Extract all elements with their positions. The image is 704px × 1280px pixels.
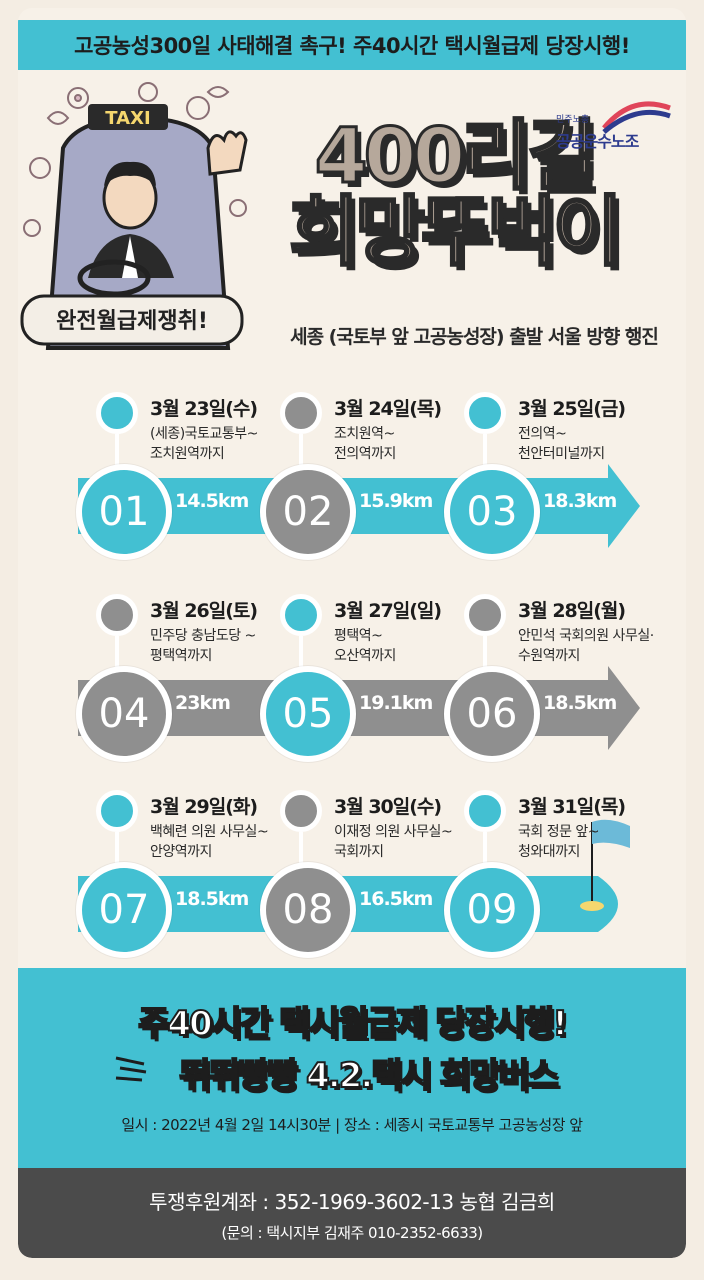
- stop-date: 3월 26일(토): [150, 600, 258, 622]
- stop-number: 08: [260, 862, 356, 958]
- stop-route-line2: 청와대까지: [518, 844, 580, 860]
- stop-route-line1: 안민석 국회의원 사무실·: [518, 628, 654, 644]
- location-pin-icon: [464, 392, 506, 434]
- stop-route-line1: 조치원역~: [334, 426, 395, 442]
- stop-distance: 16.5km: [359, 888, 433, 910]
- stop-distance: 19.1km: [359, 692, 433, 714]
- stop-route-line2: 천안터미널까지: [518, 446, 605, 462]
- stop-route: 이재정 의원 사무실~ 국회까지: [334, 822, 453, 862]
- donation-account: 투쟁후원계좌 : 352-1969-3602-13 농협 김금희: [149, 1190, 555, 1214]
- sign-board-text: 완전월급제쟁취!: [56, 309, 208, 334]
- stop-route-line1: 민주당 충남도당 ~: [150, 628, 256, 644]
- hero-title: 400리길 희망뚜벅이: [234, 111, 674, 276]
- hero-subtitle: 세종 (국토부 앞 고공농성장) 출발 서울 방향 행진: [290, 326, 659, 348]
- stop-date: 3월 23일(수): [150, 398, 258, 420]
- stop-route: 민주당 충남도당 ~ 평택역까지: [150, 626, 256, 666]
- contact-info: (문의 : 택시지부 김재주 010-2352-6633): [221, 1224, 483, 1242]
- route-stop: 3월 29일(화) 백혜련 의원 사무실~ 안양역까지 07 18.5km: [38, 784, 269, 974]
- stop-distance: 23km: [175, 692, 231, 714]
- stop-route-line1: 전의역~: [518, 426, 567, 442]
- stop-distance: 18.5km: [543, 692, 617, 714]
- stop-distance: 15.9km: [359, 490, 433, 512]
- location-pin-icon: [464, 790, 506, 832]
- logo-wave-icon: [602, 101, 671, 134]
- stop-distance: 18.5km: [175, 888, 249, 910]
- stop-number: 01: [76, 464, 172, 560]
- stop-route-line1: 백혜련 의원 사무실~: [150, 824, 269, 840]
- stop-route-line2: 국회까지: [334, 844, 384, 860]
- hero-title-line2: 희망뚜벅이: [288, 187, 625, 276]
- stop-number: 02: [260, 464, 356, 560]
- hero-section: TAXI 완전월급제쟁취! 400리길 희망뚜벅이 민주노총 공공운수노조: [18, 78, 686, 378]
- stop-route-line2: 전의역까지: [334, 446, 396, 462]
- goal-flag-icon: [592, 819, 630, 848]
- stop-route: 평택역~ 오산역까지: [334, 626, 396, 666]
- route-stop: 3월 27일(일) 평택역~ 오산역까지 05 19.1km: [222, 588, 442, 778]
- stop-route-line1: 이재정 의원 사무실~: [334, 824, 453, 840]
- poster: 고공농성300일 사태해결 촉구! 주40시간 택시월급제 당장시행! TAXI: [18, 8, 686, 1258]
- stop-distance: 14.5km: [175, 490, 249, 512]
- taxi-sign-text: TAXI: [105, 108, 150, 129]
- stop-route-line2: 오산역까지: [334, 648, 396, 664]
- stop-number: 05: [260, 666, 356, 762]
- stop-number: 09: [444, 862, 540, 958]
- stop-route: 조치원역~ 전의역까지: [334, 424, 396, 464]
- route-row-3: 3월 29일(화) 백혜련 의원 사무실~ 안양역까지 07 18.5km 3월 30일(…: [18, 784, 686, 974]
- route-row-2: 3월 26일(토) 민주당 충남도당 ~ 평택역까지 04 23km 3월 27일(일) 평…: [18, 588, 686, 778]
- stop-date: 3월 27일(일): [334, 600, 442, 622]
- speed-lines-icon: [115, 1056, 147, 1082]
- stop-number: 04: [76, 666, 172, 762]
- stop-route: 백혜련 의원 사무실~ 안양역까지: [150, 822, 269, 862]
- route-stop: 3월 31일(목) 국회 정문 앞~ 청와대까지 09: [406, 784, 626, 974]
- stop-number: 03: [444, 464, 540, 560]
- location-pin-icon: [280, 392, 322, 434]
- location-pin-icon: [280, 790, 322, 832]
- stop-date: 3월 29일(화): [150, 796, 258, 818]
- route-stop: 3월 24일(목) 조치원역~ 전의역까지 02 15.9km: [222, 386, 442, 576]
- stop-route: (세종)국토교통부~ 조치원역까지: [150, 424, 258, 464]
- promo-headline: 주40시간 택시월급제 당장시행!: [137, 1003, 569, 1045]
- route-stop: 3월 28일(월) 안민석 국회의원 사무실· 수원역까지 06 18.5km: [406, 588, 654, 778]
- promo-subheadline: 뛰뛰빵빵 4.2.택시 희망버스: [178, 1055, 560, 1097]
- location-pin-icon: [96, 790, 138, 832]
- stop-route-line2: 조치원역까지: [150, 446, 225, 462]
- footer: 투쟁후원계좌 : 352-1969-3602-13 농협 김금희 (문의 : 택…: [18, 1168, 686, 1258]
- stop-route-line1: (세종)국토교통부~: [150, 426, 258, 442]
- route-stop: 3월 25일(금) 전의역~ 천안터미널까지 03 18.3km: [406, 386, 626, 576]
- stop-distance: 18.3km: [543, 490, 617, 512]
- stop-route: 국회 정문 앞~ 청와대까지: [518, 822, 600, 862]
- stop-route-line2: 안양역까지: [150, 844, 212, 860]
- location-pin-icon: [280, 594, 322, 636]
- stop-number: 07: [76, 862, 172, 958]
- route-row-1: 3월 23일(수) (세종)국토교통부~ 조치원역까지 01 14.5km 3월 24일(…: [18, 386, 686, 576]
- route-stop: 3월 30일(수) 이재정 의원 사무실~ 국회까지 08 16.5km: [222, 784, 453, 974]
- stop-route-line2: 평택역까지: [150, 648, 212, 664]
- promo-section: 주40시간 택시월급제 당장시행! 뛰뛰빵빵 4.2.택시 희망버스 일시 : …: [18, 968, 686, 1168]
- logo-small-text: 민주노총: [556, 115, 590, 125]
- location-pin-icon: [96, 594, 138, 636]
- stop-route-line2: 수원역까지: [518, 648, 580, 664]
- promo-event-info: 일시 : 2022년 4월 2일 14시30분 | 장소 : 세종시 국토교통부…: [121, 1116, 583, 1134]
- hero-title-line1: 400리길: [313, 111, 598, 200]
- stop-date: 3월 25일(금): [518, 398, 626, 420]
- stop-date: 3월 31일(목): [518, 796, 626, 818]
- taxi-driver-illustration: TAXI 완전월급제쟁취!: [20, 82, 248, 350]
- stop-route: 안민석 국회의원 사무실· 수원역까지: [518, 626, 654, 666]
- top-banner: 고공농성300일 사태해결 촉구! 주40시간 택시월급제 당장시행!: [18, 20, 686, 70]
- top-banner-text: 고공농성300일 사태해결 촉구! 주40시간 택시월급제 당장시행!: [74, 34, 630, 58]
- stop-route-line1: 평택역~: [334, 628, 383, 644]
- logo-name-text: 공공운수노조: [556, 132, 639, 151]
- stop-date: 3월 28일(월): [518, 600, 626, 622]
- stop-route-line1: 국회 정문 앞~: [518, 824, 600, 840]
- location-pin-icon: [96, 392, 138, 434]
- stop-date: 3월 30일(수): [334, 796, 442, 818]
- route-stop: 3월 26일(토) 민주당 충남도당 ~ 평택역까지 04 23km: [38, 588, 258, 778]
- stop-date: 3월 24일(목): [334, 398, 442, 420]
- stop-number: 06: [444, 666, 540, 762]
- location-pin-icon: [464, 594, 506, 636]
- stop-route: 전의역~ 천안터미널까지: [518, 424, 605, 464]
- union-logo: 민주노총 공공운수노조: [556, 101, 676, 164]
- route-stop: 3월 23일(수) (세종)국토교통부~ 조치원역까지 01 14.5km: [38, 386, 258, 576]
